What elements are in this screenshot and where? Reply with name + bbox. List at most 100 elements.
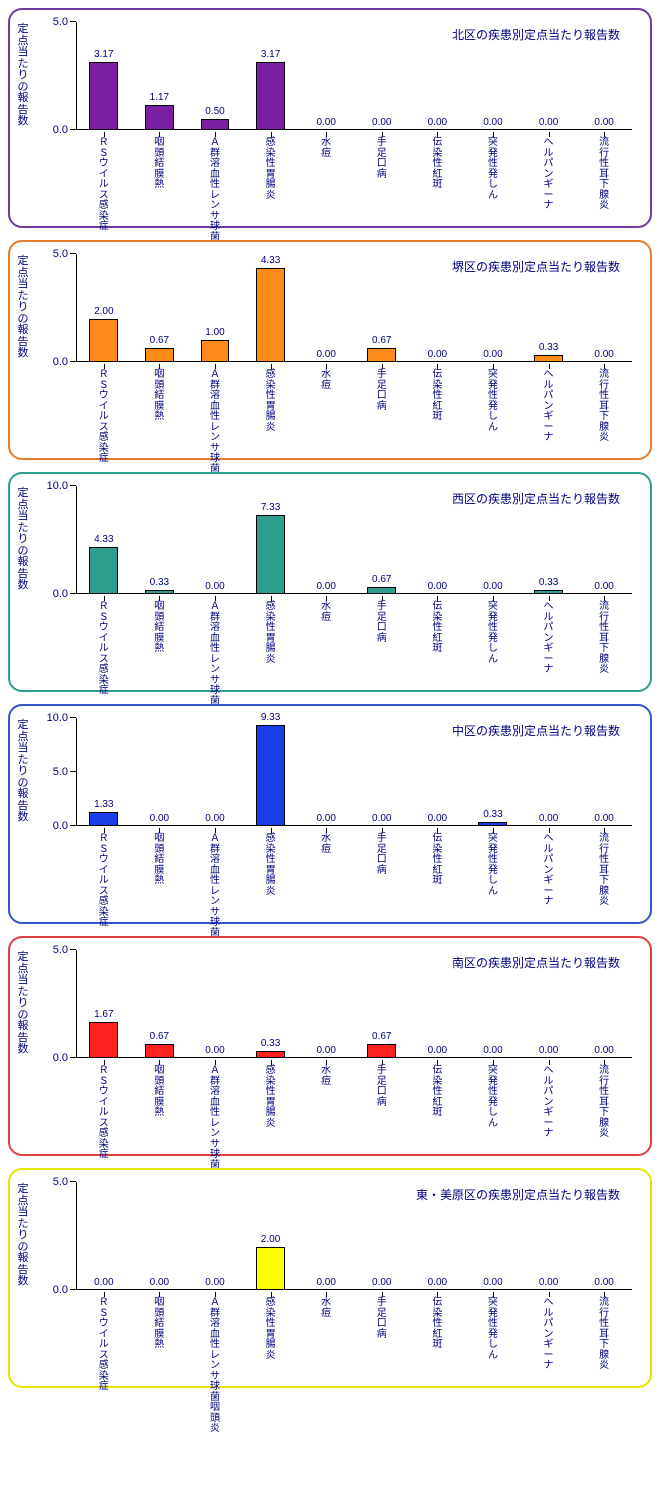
bar-slot: 0.00 <box>187 486 243 594</box>
x-category: ヘルパンギーナ <box>521 596 577 686</box>
x-category: 水痘 <box>298 364 354 454</box>
bar-value-label: 0.00 <box>205 813 224 824</box>
bar-slot: 3.17 <box>243 22 299 130</box>
bar-slot: 0.00 <box>298 254 354 362</box>
bar-slot: 0.00 <box>521 950 577 1058</box>
bar-slot: 0.00 <box>465 22 521 130</box>
x-category: ＲＳウイルス感染症 <box>76 596 132 686</box>
bar-slot: 4.33 <box>243 254 299 362</box>
chart-inner: 定点当たりの報告数西区の疾患別定点当たり報告数0.010.04.330.330.… <box>20 482 640 686</box>
bar-value-label: 2.00 <box>261 1234 280 1245</box>
bar-value-label: 0.00 <box>205 581 224 592</box>
x-category-label: 感染性胃腸炎 <box>265 1298 277 1361</box>
x-category: 突発性発しん <box>465 596 521 686</box>
x-category-label: 伝染性紅斑 <box>431 1066 443 1119</box>
bar-slot: 0.00 <box>298 718 354 826</box>
x-category-label: 咽頭結膜熱 <box>153 602 165 655</box>
x-category-label: 手足口病 <box>376 834 388 876</box>
x-category: Ａ群溶血性レンサ球菌咽頭炎 <box>187 828 243 918</box>
bar-value-label: 0.33 <box>261 1038 280 1049</box>
y-tick-label: 10.0 <box>47 712 68 724</box>
x-category: 伝染性紅斑 <box>410 596 466 686</box>
y-axis-label: 定点当たりの報告数 <box>16 720 30 824</box>
x-category: 感染性胃腸炎 <box>243 364 299 454</box>
x-category: 水痘 <box>298 1060 354 1150</box>
x-category: ヘルパンギーナ <box>521 828 577 918</box>
bar-value-label: 3.17 <box>261 49 280 60</box>
x-category-label: 咽頭結膜熱 <box>153 834 165 887</box>
bar-slot: 0.00 <box>576 254 632 362</box>
y-tick-label: 0.0 <box>53 588 68 600</box>
bar-slot: 0.00 <box>354 22 410 130</box>
chart-inner: 定点当たりの報告数南区の疾患別定点当たり報告数0.05.01.670.670.0… <box>20 946 640 1150</box>
bar-slot: 2.00 <box>76 254 132 362</box>
bar-value-label: 1.17 <box>150 92 169 103</box>
bar-slot: 0.33 <box>243 950 299 1058</box>
bar-slot: 0.00 <box>465 254 521 362</box>
bar-slot: 0.00 <box>521 22 577 130</box>
y-tick-label: 5.0 <box>53 16 68 28</box>
bar <box>256 515 285 594</box>
bar-slot: 3.17 <box>76 22 132 130</box>
chart-inner: 定点当たりの報告数北区の疾患別定点当たり報告数0.05.03.171.170.5… <box>20 18 640 222</box>
bar <box>367 1044 396 1058</box>
plot-area: 0.05.00.000.000.002.000.000.000.000.000.… <box>76 1182 632 1290</box>
bars: 1.670.670.000.330.000.670.000.000.000.00 <box>76 950 632 1058</box>
y-axis-label: 定点当たりの報告数 <box>16 1184 30 1288</box>
bar-slot: 1.00 <box>187 254 243 362</box>
x-category: ＲＳウイルス感染症 <box>76 364 132 454</box>
y-tick-label: 5.0 <box>53 248 68 260</box>
y-tick-label: 0.0 <box>53 1052 68 1064</box>
bar-slot: 0.00 <box>576 950 632 1058</box>
bar-slot: 0.00 <box>298 950 354 1058</box>
bar-value-label: 0.00 <box>539 813 558 824</box>
bars: 3.171.170.503.170.000.000.000.000.000.00 <box>76 22 632 130</box>
y-tick-label: 5.0 <box>53 1176 68 1188</box>
x-category: 突発性発しん <box>465 364 521 454</box>
x-category: 流行性耳下腺炎 <box>576 1060 632 1150</box>
bar <box>534 590 563 594</box>
x-category-label: 流行性耳下腺炎 <box>598 138 610 212</box>
x-category: 手足口病 <box>354 596 410 686</box>
bar-slot: 1.17 <box>132 22 188 130</box>
bar-value-label: 0.00 <box>594 813 613 824</box>
bar-value-label: 0.67 <box>150 335 169 346</box>
x-category-label: 流行性耳下腺炎 <box>598 834 610 908</box>
x-category-label: 流行性耳下腺炎 <box>598 370 610 444</box>
bar-value-label: 0.67 <box>372 1031 391 1042</box>
x-category-label: 水痘 <box>320 1066 332 1087</box>
bar-value-label: 0.00 <box>150 813 169 824</box>
bar-value-label: 0.67 <box>372 335 391 346</box>
bar <box>534 355 563 362</box>
bar-slot: 0.00 <box>521 1182 577 1290</box>
x-category: Ａ群溶血性レンサ球菌咽頭炎 <box>187 1060 243 1150</box>
bar <box>89 1022 118 1058</box>
bar-value-label: 0.00 <box>316 813 335 824</box>
charts-root: 定点当たりの報告数北区の疾患別定点当たり報告数0.05.03.171.170.5… <box>8 8 652 1388</box>
bar <box>201 340 230 362</box>
plot-area: 0.05.01.670.670.000.330.000.670.000.000.… <box>76 950 632 1058</box>
y-tick-label: 0.0 <box>53 124 68 136</box>
x-category: ヘルパンギーナ <box>521 132 577 222</box>
bar-value-label: 0.00 <box>428 581 447 592</box>
bar-slot: 0.00 <box>465 1182 521 1290</box>
bar-value-label: 1.00 <box>205 327 224 338</box>
bar-value-label: 0.00 <box>539 1045 558 1056</box>
bar-slot: 0.00 <box>187 718 243 826</box>
bar-slot: 0.67 <box>354 950 410 1058</box>
bar-value-label: 0.33 <box>539 342 558 353</box>
x-category-label: ヘルパンギーナ <box>543 1298 555 1372</box>
bar <box>256 268 285 362</box>
x-category-label: 伝染性紅斑 <box>431 834 443 887</box>
x-category-label: 手足口病 <box>376 1066 388 1108</box>
bar-slot: 0.00 <box>354 718 410 826</box>
bar-slot: 0.67 <box>132 950 188 1058</box>
bar-slot: 0.33 <box>465 718 521 826</box>
x-category-label: 感染性胃腸炎 <box>265 1066 277 1129</box>
x-category: Ａ群溶血性レンサ球菌咽頭炎 <box>187 132 243 222</box>
bar-value-label: 0.00 <box>428 1045 447 1056</box>
x-category: 伝染性紅斑 <box>410 828 466 918</box>
bar <box>367 587 396 594</box>
plot-area: 0.05.03.171.170.503.170.000.000.000.000.… <box>76 22 632 130</box>
y-axis-label: 定点当たりの報告数 <box>16 952 30 1056</box>
